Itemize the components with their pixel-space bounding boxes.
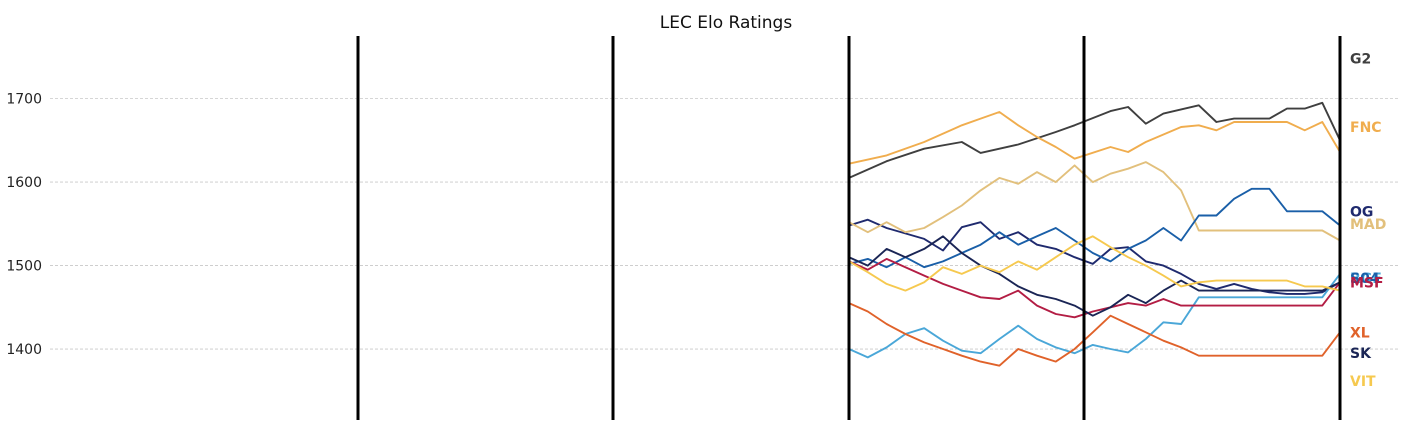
series-line bbox=[848, 186, 1341, 295]
series-label: VIT bbox=[1350, 374, 1376, 390]
series-line bbox=[848, 58, 1341, 179]
y-tick-label: 1600 bbox=[6, 175, 42, 191]
series-label: FNC bbox=[1350, 120, 1382, 136]
series-label: G2 bbox=[1350, 52, 1371, 68]
series-s04 bbox=[848, 187, 1341, 325]
series-label: MSF bbox=[1350, 275, 1384, 291]
y-tick-label: 1500 bbox=[6, 259, 42, 275]
series-rge bbox=[848, 237, 1341, 359]
series-label: MAD bbox=[1350, 217, 1386, 233]
series-og bbox=[848, 186, 1341, 295]
gridlines bbox=[50, 98, 1400, 350]
series-label: XL bbox=[1350, 325, 1370, 341]
series-line bbox=[848, 235, 1341, 401]
y-tick-label: 1400 bbox=[6, 342, 42, 358]
series-xl bbox=[848, 296, 1341, 367]
series-line bbox=[848, 237, 1341, 359]
series-layer bbox=[848, 58, 1341, 401]
series-line bbox=[848, 235, 1341, 382]
y-axis-ticks: 1400 1500 1600 1700 bbox=[6, 92, 42, 358]
series-label: RGE bbox=[1350, 271, 1382, 287]
series-sk bbox=[848, 235, 1341, 382]
season-break-lines bbox=[356, 36, 1342, 420]
series-line bbox=[848, 187, 1341, 325]
series-line bbox=[848, 296, 1341, 367]
series-label: SK bbox=[1350, 346, 1372, 362]
chart-title: LEC Elo Ratings bbox=[660, 13, 793, 33]
series-g2 bbox=[848, 58, 1341, 179]
y-tick-label: 1700 bbox=[6, 92, 42, 108]
series-vit bbox=[848, 235, 1341, 401]
series-label: OG bbox=[1350, 204, 1373, 220]
series-label: S04 bbox=[1350, 271, 1380, 287]
